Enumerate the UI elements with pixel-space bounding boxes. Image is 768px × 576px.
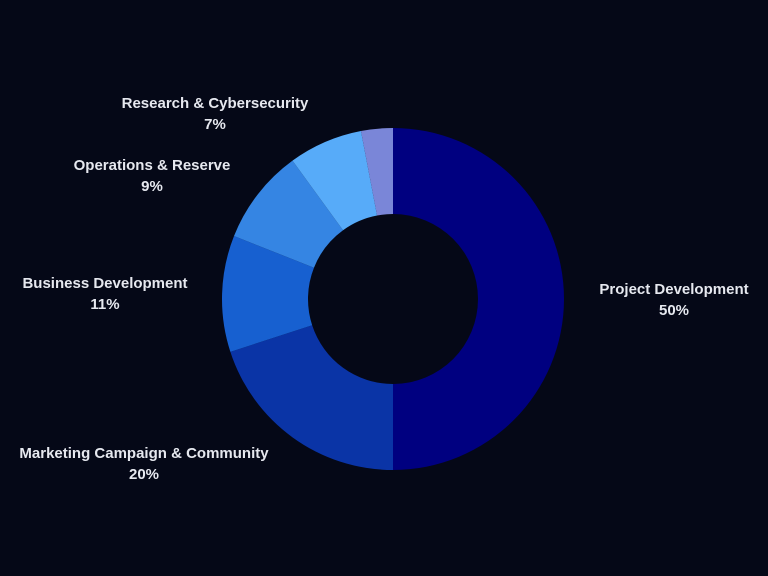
- slice-business-development: [221, 236, 314, 352]
- slice-percent: 7%: [204, 116, 226, 133]
- slice-research-cybersecurity: [292, 131, 378, 231]
- slice-label-project-development: Project Development 50%: [599, 279, 748, 321]
- slice-name: Project Development: [599, 281, 749, 298]
- slice-label-business-development: Business Development 11%: [22, 273, 187, 315]
- slice-marketing-campaign-community: [230, 325, 393, 470]
- slice-operations-reserve: [234, 160, 344, 268]
- slice-label-research-cybersecurity: Research & Cybersecurity 7%: [122, 93, 309, 135]
- slice-unlabeled: [360, 128, 393, 216]
- slice-percent: 11%: [90, 296, 120, 313]
- slice-name: Marketing Campaign & Community: [19, 445, 269, 462]
- slice-project-development: [393, 128, 564, 470]
- slice-percent: 50%: [658, 302, 690, 319]
- slice-name: Research & Cybersecurity: [121, 95, 309, 112]
- slice-percent: 9%: [141, 178, 163, 195]
- slice-label-operations-reserve: Operations & Reserve 9%: [74, 155, 231, 197]
- slice-percent: 20%: [128, 466, 160, 483]
- slice-name: Business Development: [22, 275, 188, 292]
- slice-label-marketing-campaign: Marketing Campaign & Community 20%: [19, 443, 268, 485]
- slice-name: Operations & Reserve: [73, 157, 231, 174]
